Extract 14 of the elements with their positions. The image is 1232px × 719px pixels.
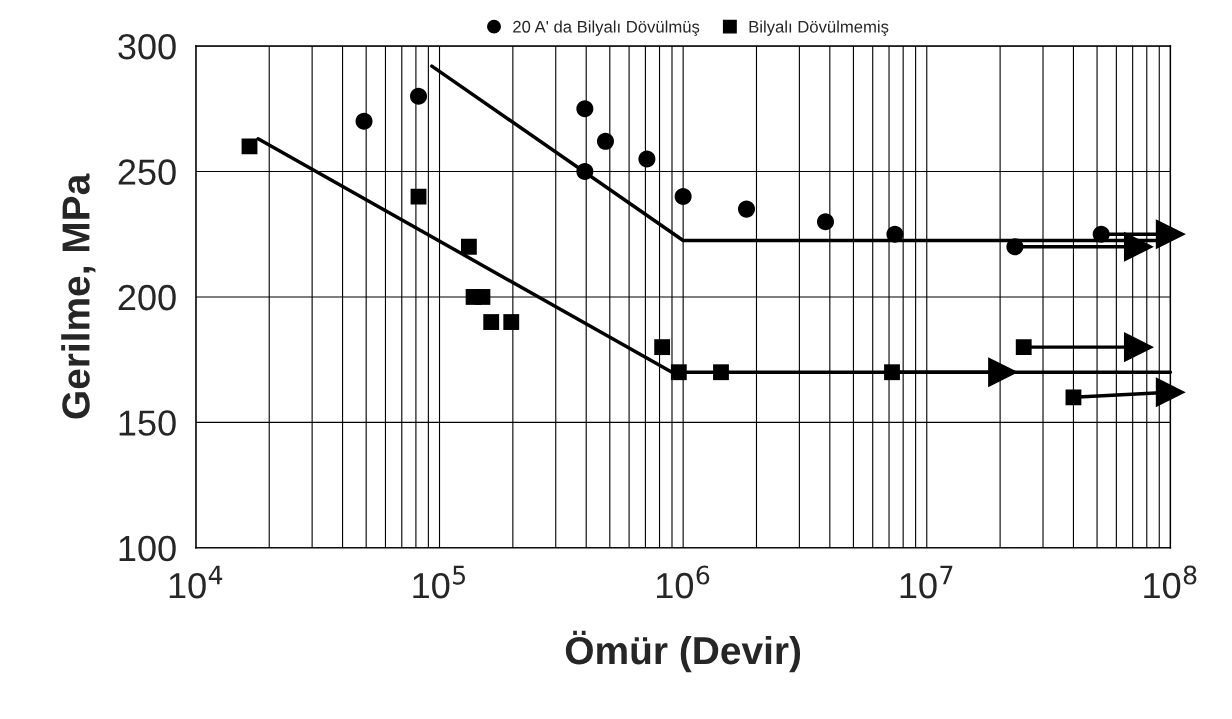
x-tick-label: 10$^{4}$ [169, 565, 223, 599]
y-tick-label: 100 [119, 535, 176, 562]
y-tick-label: 150 [119, 410, 176, 436]
x-tick-label: 10$^{8}$ [1144, 565, 1197, 599]
y-tick-label: 200 [118, 284, 176, 311]
y-tick-label: 300 [118, 33, 176, 60]
legend-label: 20 A' da Bilyalı Dövülmüş [513, 20, 700, 37]
x-tick-label: 10$^{7}$ [900, 565, 953, 599]
x-tick-label: 10$^{6}$ [657, 565, 710, 599]
y-axis-title: Gerilme, MPa [61, 173, 96, 419]
y-tick-label: 250 [118, 159, 176, 185]
legend-label: Bilyalı Dövülmemiş [749, 20, 889, 37]
x-axis-title: Ömür (Devir) [565, 630, 801, 673]
x-tick-label: 10$^{5}$ [413, 565, 466, 599]
